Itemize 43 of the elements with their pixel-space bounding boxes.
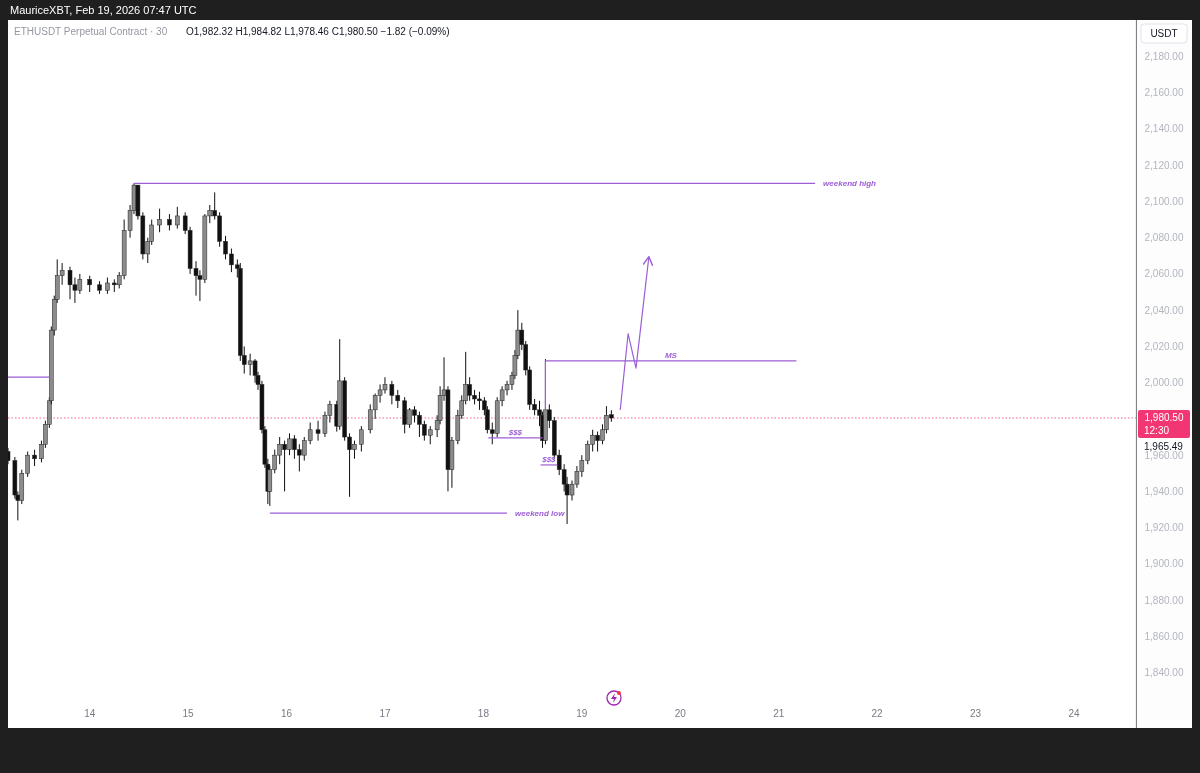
candlestick xyxy=(175,206,180,230)
y-tick-label: 2,020.00 xyxy=(1144,340,1184,352)
text: ETHUSDT Perpetual Contract · 30 xyxy=(14,26,168,37)
x-tick-label: 23 xyxy=(970,708,982,719)
series-label: weekend low xyxy=(515,508,566,518)
x-tick-label: 15 xyxy=(182,708,195,719)
y-tick-label: 1,880.00 xyxy=(1144,594,1184,606)
y-tick-label: 2,160.00 xyxy=(1144,87,1184,99)
x-tick-label: 20 xyxy=(674,708,687,719)
y-tick-label: 2,080.00 xyxy=(1144,232,1184,244)
x-tick-label: 19 xyxy=(576,708,588,719)
x-tick-label: 14 xyxy=(84,708,96,719)
y-tick-label: 1,920.00 xyxy=(1144,522,1184,534)
x-tick-label: 17 xyxy=(379,708,391,719)
y-tick-label: 1,860.00 xyxy=(1144,630,1184,642)
x-tick-label: 18 xyxy=(477,708,490,719)
text: MauriceXBT, Feb 19, 2026 07:47 UTC xyxy=(10,4,197,16)
x-tick-label: 21 xyxy=(773,708,785,719)
text: O1,982.32 H1,984.82 L1,978.46 C1,980.50 −1.82 (−0.09%) xyxy=(186,26,450,37)
x-tick-label: 24 xyxy=(1068,708,1080,719)
y-axis-title: USDT xyxy=(1150,28,1178,39)
candlestick xyxy=(359,425,364,453)
x-tick-label: 16 xyxy=(280,708,293,719)
ref-line-label: 1,980.50 xyxy=(1144,412,1184,424)
series-label: $$$ xyxy=(541,454,557,464)
text: 12:30 xyxy=(1144,425,1170,437)
y-tick-label: 2,000.00 xyxy=(1144,377,1184,389)
y-tick-label: 1,840.00 xyxy=(1144,667,1184,679)
series-label: weekend high xyxy=(823,179,877,189)
text: 1,965.49 xyxy=(1144,441,1184,453)
y-tick-label: 2,180.00 xyxy=(1144,50,1184,62)
candlestick xyxy=(67,266,73,300)
candlestick xyxy=(157,208,162,233)
y-tick-label: 1,940.00 xyxy=(1144,485,1184,497)
y-tick-label: 2,140.00 xyxy=(1144,123,1184,135)
y-tick-label: 2,120.00 xyxy=(1144,159,1184,171)
y-tick-label: 1,900.00 xyxy=(1144,558,1184,570)
x-tick-label: 22 xyxy=(871,708,884,719)
series-label: MS xyxy=(664,350,678,360)
series-label: $$$ xyxy=(507,427,523,437)
y-tick-label: 2,100.00 xyxy=(1144,195,1184,207)
y-tick-label: 2,060.00 xyxy=(1144,268,1184,280)
y-tick-label: 2,040.00 xyxy=(1144,304,1184,316)
